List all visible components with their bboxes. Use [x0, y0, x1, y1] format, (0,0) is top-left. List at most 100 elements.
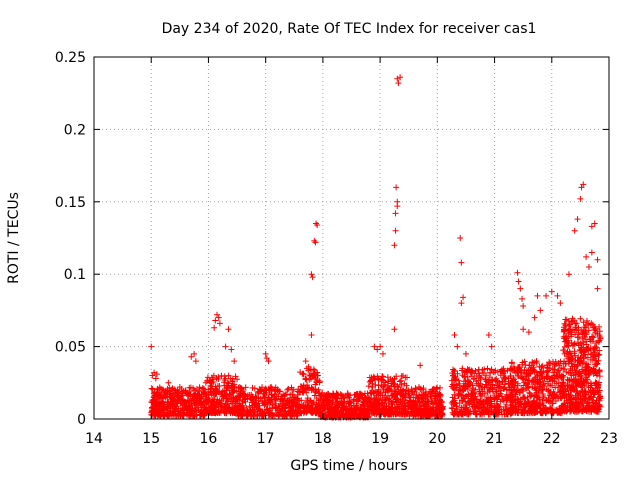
data-point: [554, 292, 561, 299]
data-point: [534, 292, 541, 299]
data-point: [400, 408, 407, 415]
data-point: [393, 409, 400, 416]
data-point: [311, 237, 318, 244]
data-point: [194, 394, 201, 401]
data-point: [372, 404, 379, 411]
data-point: [226, 385, 233, 392]
data-point: [560, 347, 567, 354]
data-point: [299, 402, 306, 409]
data-point: [148, 385, 155, 392]
data-point: [169, 402, 176, 409]
data-point: [208, 385, 215, 392]
data-point: [332, 394, 339, 401]
x-axis-tick-labels: 14 15 16 17 18 19 20 21 22 23: [85, 431, 618, 447]
data-point: [244, 392, 251, 399]
data-point: [407, 394, 414, 401]
data-point: [375, 396, 382, 403]
data-point: [234, 393, 241, 400]
data-point: [328, 401, 335, 408]
x-tick-label: 23: [600, 431, 618, 447]
data-point: [251, 401, 258, 408]
data-point: [366, 410, 373, 417]
data-point: [367, 377, 374, 384]
data-point: [192, 358, 199, 365]
data-point: [340, 394, 347, 401]
data-point: [458, 259, 465, 266]
data-point: [398, 373, 405, 380]
data-point: [227, 409, 234, 416]
data-point: [458, 300, 465, 307]
data-point: [367, 397, 374, 404]
data-point: [594, 256, 601, 263]
y-axis-tick-labels: 0 0.05 0.1 0.15 0.2 0.25: [55, 50, 86, 428]
data-point: [375, 405, 382, 412]
data-point: [583, 253, 590, 260]
data-point: [169, 392, 176, 399]
data-point: [266, 410, 273, 417]
data-point: [353, 400, 360, 407]
x-tick-label: 16: [200, 431, 218, 447]
data-point: [365, 394, 372, 401]
data-point: [185, 403, 192, 410]
data-point: [261, 393, 268, 400]
data-point: [412, 385, 419, 392]
data-point: [349, 413, 356, 420]
data-point: [372, 376, 379, 383]
data-point: [211, 403, 218, 410]
data-point: [160, 403, 167, 410]
data-point: [243, 404, 250, 411]
data-point: [379, 376, 386, 383]
y-tick-label: 0.05: [55, 340, 86, 356]
data-point: [161, 390, 168, 397]
data-point: [286, 408, 293, 415]
data-point: [352, 411, 359, 418]
data-point: [234, 376, 241, 383]
data-point: [386, 411, 393, 418]
data-point: [312, 239, 319, 246]
data-point: [237, 384, 244, 391]
data-point: [333, 403, 340, 410]
data-point: [235, 407, 242, 414]
x-tick-label: 20: [428, 431, 446, 447]
data-point: [212, 317, 219, 324]
data-point: [293, 402, 300, 409]
data-point: [314, 221, 321, 228]
data-point: [278, 402, 285, 409]
data-point: [460, 294, 467, 301]
data-point: [374, 373, 381, 380]
data-point: [520, 303, 527, 310]
data-point: [188, 410, 195, 417]
data-point: [228, 346, 235, 353]
data-point: [343, 410, 350, 417]
x-tick-label: 21: [486, 431, 504, 447]
data-point: [208, 380, 215, 387]
data-point: [190, 397, 197, 404]
data-point: [356, 396, 363, 403]
data-point: [308, 332, 315, 339]
data-point: [396, 378, 403, 385]
data-point: [366, 399, 373, 406]
data-point: [182, 399, 189, 406]
data-point: [394, 383, 401, 390]
data-point: [515, 278, 522, 285]
data-point: [595, 352, 602, 359]
data-point: [299, 389, 306, 396]
data-point: [214, 383, 221, 390]
data-point: [389, 404, 396, 411]
data-point: [391, 381, 398, 388]
data-point: [397, 74, 404, 81]
data-point: [272, 384, 279, 391]
data-point: [302, 358, 309, 365]
y-tick-label: 0.2: [64, 122, 86, 138]
data-point: [280, 398, 287, 405]
data-point: [218, 372, 225, 379]
data-point: [368, 374, 375, 381]
data-point: [222, 343, 229, 350]
data-point: [203, 393, 210, 400]
data-point: [236, 409, 243, 416]
data-point: [371, 343, 378, 350]
data-point: [393, 184, 400, 191]
data-point: [229, 378, 236, 385]
data-point: [259, 384, 266, 391]
